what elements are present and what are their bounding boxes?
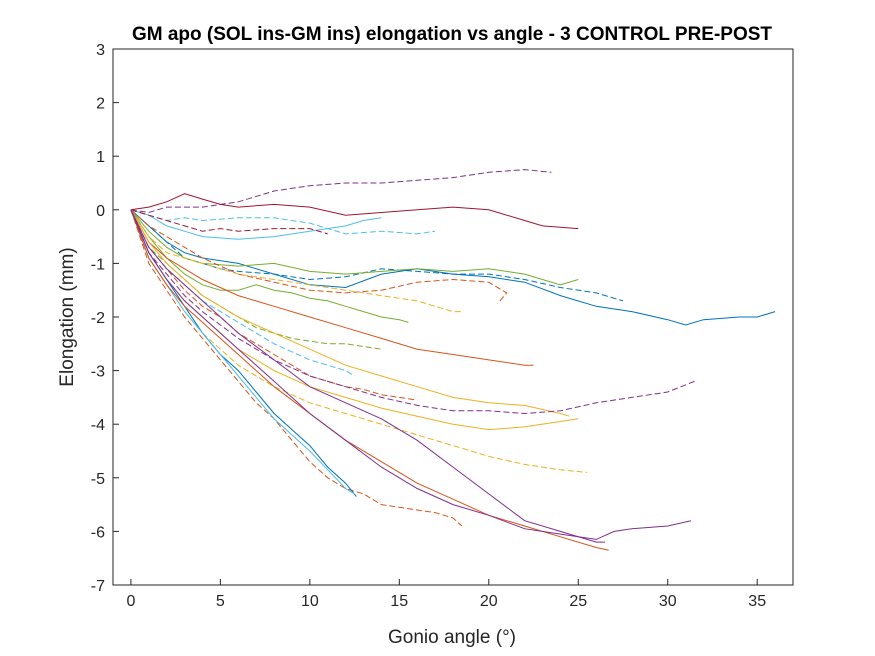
y-tick-label: -1 xyxy=(91,256,105,273)
y-axis-label: Elongation (mm) xyxy=(57,247,78,386)
x-tick-label: 0 xyxy=(126,593,135,610)
x-tick-label: 30 xyxy=(659,593,677,610)
y-tick-label: -3 xyxy=(91,364,105,381)
x-axis-label: Gonio angle (°) xyxy=(388,627,516,648)
x-tick-label: 20 xyxy=(480,593,498,610)
y-tick-label: 2 xyxy=(96,96,105,113)
series-line-21 xyxy=(130,209,357,497)
series-line-16 xyxy=(130,209,418,401)
series-line-9 xyxy=(130,209,508,304)
y-tick-label: -7 xyxy=(91,578,105,595)
series-line-14 xyxy=(130,209,355,377)
series-line-17 xyxy=(130,209,695,415)
y-tick-label: -4 xyxy=(91,417,105,434)
series-line-22 xyxy=(130,209,355,495)
y-tick-label: -5 xyxy=(91,471,105,488)
x-tick-label: 25 xyxy=(569,593,587,610)
y-tick-label: 1 xyxy=(96,149,105,166)
y-axis: -7 -6 -5 -4 -3 -2 -1 0 1 2 3 xyxy=(91,42,119,595)
series-line-13 xyxy=(130,209,534,366)
series-line-10 xyxy=(130,209,409,323)
series-line-6 xyxy=(130,209,776,326)
series-line-19 xyxy=(130,209,588,473)
x-axis: 0 5 10 15 20 25 30 35 xyxy=(126,579,766,610)
series-line-15 xyxy=(130,209,570,417)
series-line-4 xyxy=(130,209,382,240)
y-tick-label: 0 xyxy=(96,203,105,220)
series-line-11 xyxy=(130,209,462,313)
series-line-18 xyxy=(130,209,579,431)
series-line-12 xyxy=(130,209,382,350)
series-line-5 xyxy=(130,209,328,235)
x-tick-label: 15 xyxy=(390,593,408,610)
chart-title: GM apo (SOL ins-GM ins) elongation vs an… xyxy=(132,24,772,45)
series-line-7 xyxy=(130,209,624,302)
x-tick-label: 35 xyxy=(748,593,766,610)
x-tick-label: 5 xyxy=(216,593,225,610)
y-tick-label: -6 xyxy=(91,524,105,541)
series-line-24 xyxy=(130,209,692,540)
series-line-23 xyxy=(130,209,609,551)
series-line-2 xyxy=(130,193,579,230)
y-tick-label: 3 xyxy=(96,42,105,59)
series-line-3 xyxy=(130,209,436,235)
plot-area xyxy=(130,169,776,551)
series-line-1 xyxy=(130,169,552,214)
x-tick-label: 10 xyxy=(301,593,319,610)
series-line-8 xyxy=(130,209,579,286)
series-line-25 xyxy=(130,209,606,543)
y-tick-label: -2 xyxy=(91,310,105,327)
series-line-20 xyxy=(130,209,463,527)
